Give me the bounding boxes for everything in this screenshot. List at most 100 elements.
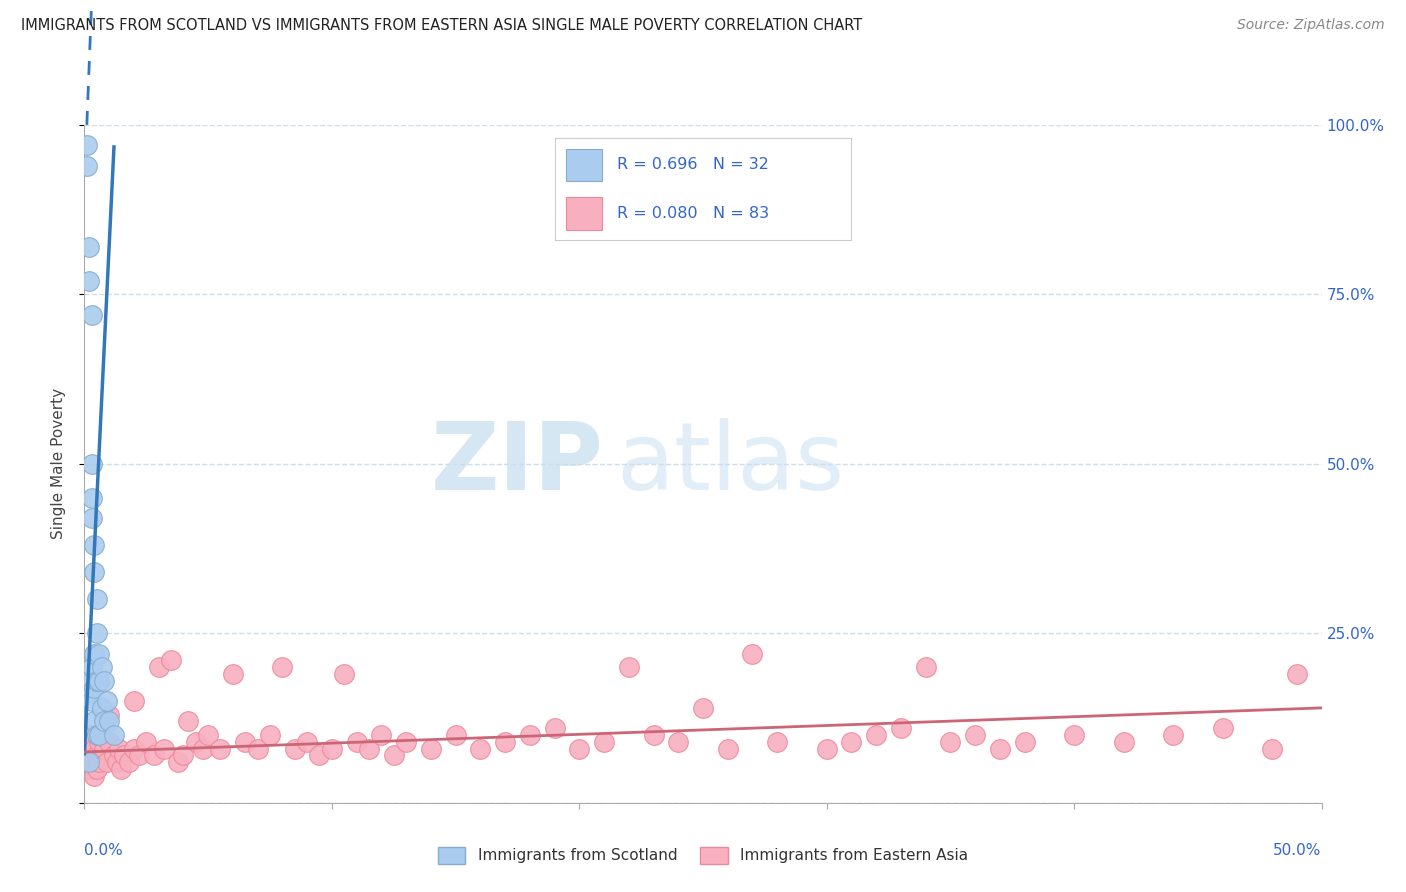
Point — [79, 755, 101, 769]
Point — [152, 741, 174, 756]
Point — [76, 159, 98, 173]
Point — [83, 714, 105, 729]
Point — [83, 647, 105, 661]
Point — [692, 701, 714, 715]
Point — [79, 274, 101, 288]
Point — [543, 721, 565, 735]
Text: 50.0%: 50.0% — [1274, 844, 1322, 858]
Point — [83, 538, 105, 552]
Point — [890, 721, 912, 735]
Point — [80, 762, 103, 776]
Point — [83, 741, 105, 756]
Point — [128, 748, 150, 763]
Point — [103, 728, 125, 742]
Point — [259, 728, 281, 742]
Point — [666, 735, 689, 749]
Point — [80, 511, 103, 525]
Point — [79, 687, 101, 701]
Point — [80, 735, 103, 749]
Point — [76, 138, 98, 153]
Point — [89, 673, 111, 688]
Point — [80, 457, 103, 471]
Point — [643, 728, 665, 742]
Point — [98, 707, 121, 722]
Point — [96, 755, 118, 769]
Point — [79, 728, 101, 742]
Point — [519, 728, 541, 742]
Point — [86, 592, 108, 607]
Point — [191, 741, 214, 756]
Point — [86, 728, 108, 742]
Point — [142, 748, 165, 763]
Point — [1161, 728, 1184, 742]
Point — [90, 748, 112, 763]
Point — [271, 660, 294, 674]
Point — [177, 714, 200, 729]
Point — [96, 694, 118, 708]
Point — [148, 660, 170, 674]
Point — [766, 735, 789, 749]
Point — [80, 491, 103, 505]
Point — [90, 660, 112, 674]
Point — [90, 701, 112, 715]
Point — [86, 626, 108, 640]
Point — [160, 653, 183, 667]
Point — [118, 755, 141, 769]
Point — [939, 735, 962, 749]
Point — [86, 673, 108, 688]
Point — [172, 748, 194, 763]
Point — [295, 735, 318, 749]
Point — [76, 762, 98, 776]
Point — [105, 755, 128, 769]
Point — [93, 673, 115, 688]
Text: Source: ZipAtlas.com: Source: ZipAtlas.com — [1237, 18, 1385, 32]
Point — [444, 728, 467, 742]
Point — [83, 769, 105, 783]
Point — [80, 660, 103, 674]
Point — [108, 741, 131, 756]
Point — [1261, 741, 1284, 756]
Point — [815, 741, 838, 756]
Point — [914, 660, 936, 674]
Point — [741, 647, 763, 661]
Point — [333, 667, 356, 681]
Point — [89, 755, 111, 769]
Point — [382, 748, 405, 763]
Point — [79, 240, 101, 254]
Point — [717, 741, 740, 756]
Point — [103, 748, 125, 763]
Point — [395, 735, 418, 749]
Point — [79, 673, 101, 688]
Point — [494, 735, 516, 749]
Text: 0.0%: 0.0% — [84, 844, 124, 858]
Point — [1014, 735, 1036, 749]
Point — [419, 741, 441, 756]
Point — [246, 741, 269, 756]
Point — [86, 748, 108, 763]
Point — [1285, 667, 1308, 681]
Point — [321, 741, 343, 756]
Point — [209, 741, 232, 756]
Point — [89, 647, 111, 661]
Point — [167, 755, 190, 769]
Point — [122, 694, 145, 708]
Point — [112, 748, 135, 763]
Point — [308, 748, 330, 763]
Point — [89, 728, 111, 742]
Point — [1063, 728, 1085, 742]
Point — [76, 741, 98, 756]
Text: ZIP: ZIP — [432, 417, 605, 510]
Point — [284, 741, 307, 756]
Point — [346, 735, 368, 749]
Point — [86, 762, 108, 776]
Point — [222, 667, 245, 681]
Point — [110, 762, 132, 776]
Point — [89, 735, 111, 749]
Point — [80, 694, 103, 708]
Point — [79, 755, 101, 769]
Point — [988, 741, 1011, 756]
Point — [93, 741, 115, 756]
Y-axis label: Single Male Poverty: Single Male Poverty — [51, 388, 66, 540]
Point — [593, 735, 616, 749]
Point — [197, 728, 219, 742]
